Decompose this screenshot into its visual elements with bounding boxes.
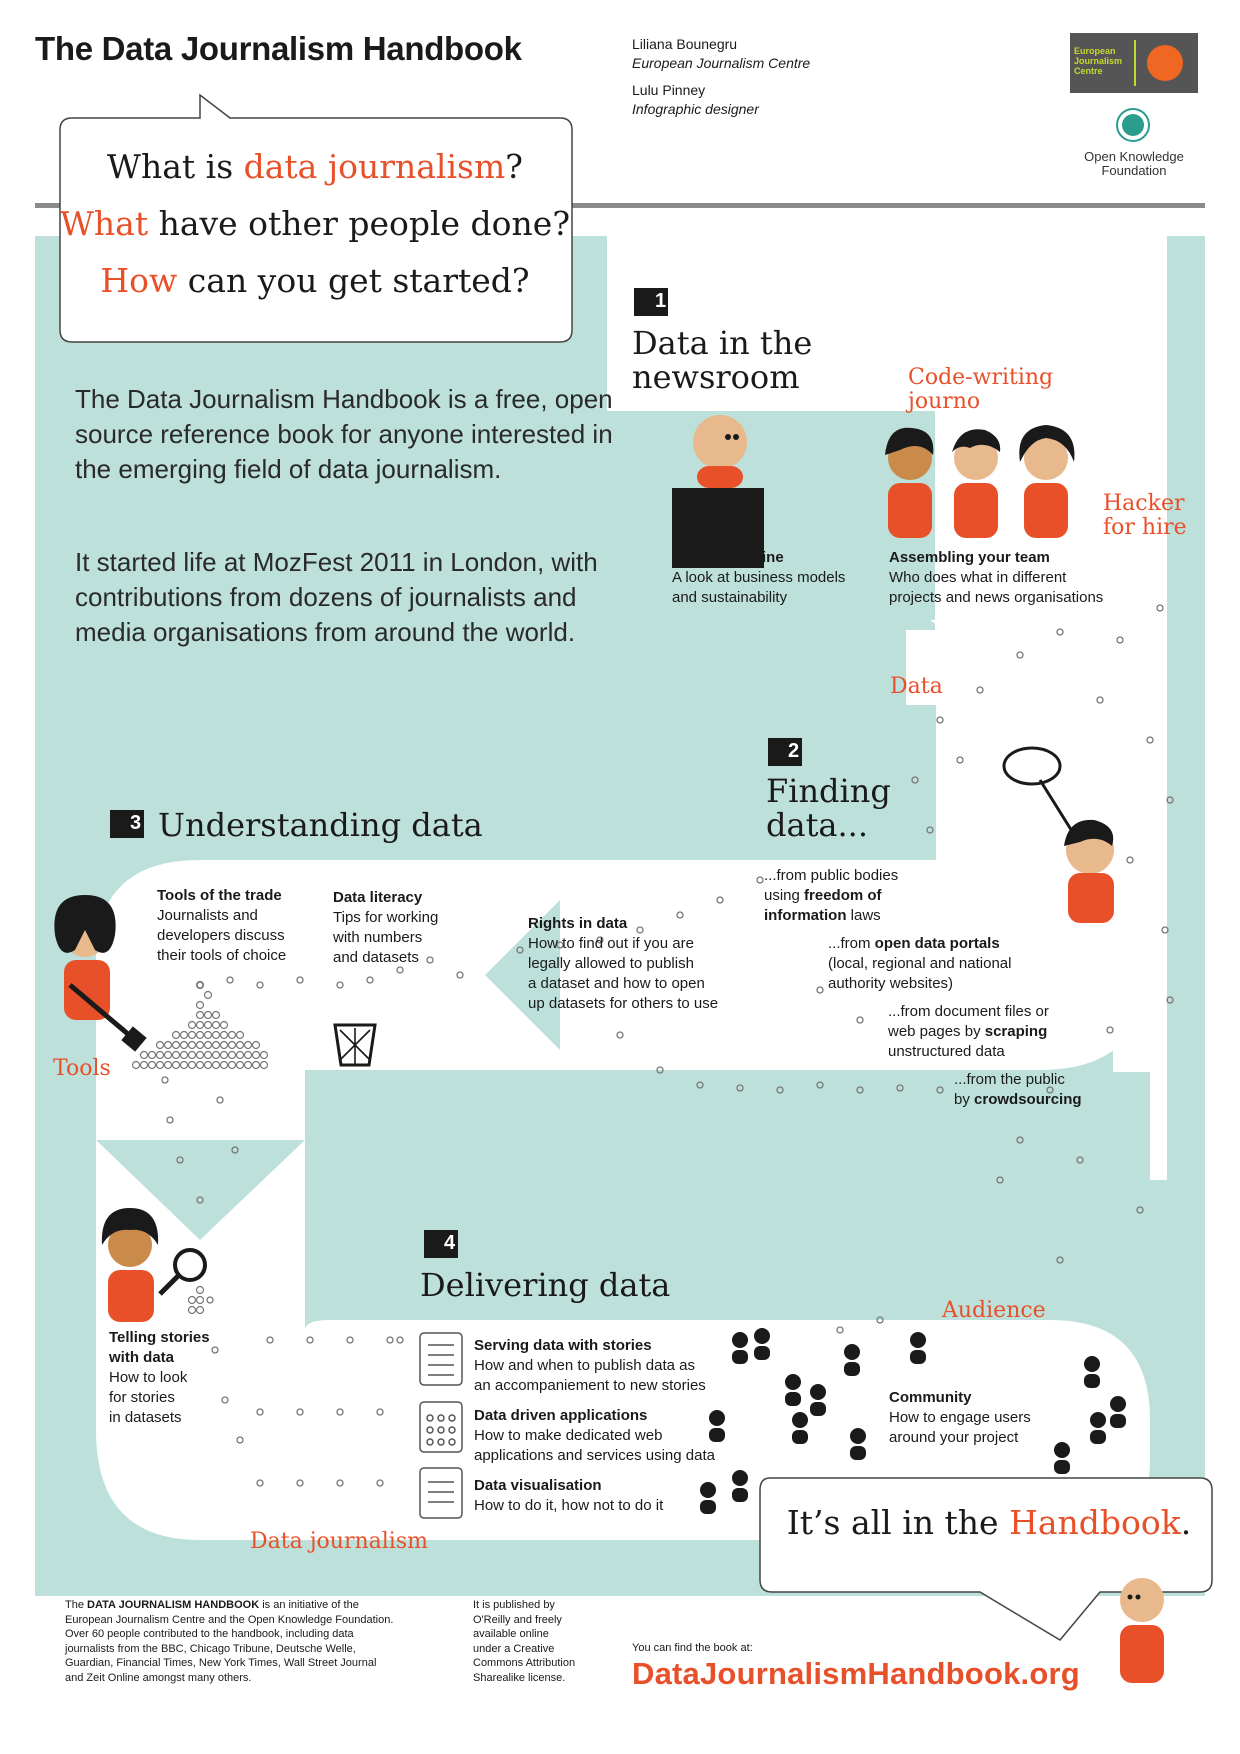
footer-band bbox=[35, 1596, 1205, 1726]
author2-name: Lulu Pinney bbox=[632, 82, 706, 98]
block-team: Assembling your team Who does what in di… bbox=[889, 549, 1104, 606]
section1-number: 1 bbox=[655, 290, 667, 312]
intro-paragraph-2: It started life at MozFest 2011 in Londo… bbox=[75, 547, 598, 647]
label-tools: Tools bbox=[53, 1056, 111, 1081]
tools-figure bbox=[54, 895, 147, 1052]
book-icons bbox=[110, 288, 802, 1258]
label-data: Data bbox=[890, 674, 943, 699]
section3-number: 3 bbox=[130, 812, 142, 834]
label-data-journalism: Data journalism bbox=[250, 1529, 428, 1554]
section4-title: Delivering data bbox=[420, 1266, 671, 1304]
author1-role: European Journalism Centre bbox=[632, 55, 811, 71]
section1-title: Data in the newsroom bbox=[632, 324, 813, 396]
block-scraping: ...from document files or web pages by s… bbox=[888, 1003, 1049, 1060]
block-serving: Serving data with stories How and when t… bbox=[474, 1337, 706, 1394]
block-foi: ...from public bodies using freedom of i… bbox=[764, 867, 899, 924]
header-divider bbox=[35, 203, 1205, 208]
footer-col1: The DATA JOURNALISM HANDBOOK is an initi… bbox=[65, 1599, 394, 1684]
block-rights: Rights in data How to find out if you ar… bbox=[528, 915, 719, 1012]
handbook-bubble bbox=[759, 1477, 1213, 1641]
block-telling-stories: Telling stories with data How to look fo… bbox=[109, 1329, 210, 1426]
label-hacker: Hacker for hire bbox=[1103, 491, 1187, 540]
inner-teal-block bbox=[305, 1072, 1150, 1317]
basket-icon bbox=[333, 1023, 377, 1067]
block-community: Community How to engage users around you… bbox=[889, 1389, 1031, 1446]
section2-header-band bbox=[738, 705, 936, 860]
okf-logo-text: Open Knowledge Foundation bbox=[1084, 149, 1184, 178]
data-pile bbox=[131, 980, 269, 1315]
block-portals: ...from open data portals (local, region… bbox=[828, 935, 1012, 992]
author-credits: Liliana Bounegru European Journalism Cen… bbox=[632, 35, 810, 119]
intro-paragraph-1: The Data Journalism Handbook is a free, … bbox=[75, 384, 613, 484]
question-bubble bbox=[59, 93, 573, 343]
page-title: The Data Journalism Handbook bbox=[35, 30, 522, 67]
section3-title: Understanding data bbox=[158, 806, 483, 844]
net-figure bbox=[1002, 746, 1114, 923]
label-audience: Audience bbox=[942, 1298, 1046, 1323]
author2-role: Infographic designer bbox=[632, 101, 759, 117]
magnifier-figure bbox=[101, 1208, 207, 1322]
audience-figures bbox=[700, 1328, 1126, 1514]
block-tools: Tools of the trade Journalists and devel… bbox=[157, 887, 287, 964]
footer-col2: It is published by O'Reilly and freely a… bbox=[473, 1599, 576, 1684]
questions-block: What is data journalism? What have other… bbox=[59, 147, 571, 300]
handbook-url-link[interactable]: DataJournalismHandbook.org bbox=[632, 1656, 1080, 1691]
label-code-writing: Code-writing journo bbox=[908, 365, 1054, 414]
ejc-logo-text: European Journalism Centre bbox=[1074, 46, 1123, 76]
block-apps: Data driven applications How to make ded… bbox=[474, 1407, 715, 1464]
path-main bbox=[96, 410, 1150, 1540]
block-crowdsourcing: ...from the public by crowdsourcing bbox=[954, 1071, 1082, 1108]
author1-name: Liliana Bounegru bbox=[632, 36, 738, 52]
delivering-icons bbox=[419, 1332, 463, 1519]
section2-number: 2 bbox=[788, 740, 800, 762]
section2-title: Finding data... bbox=[766, 772, 891, 844]
team-figures bbox=[885, 425, 1075, 538]
footer-find-label: You can find the book at: bbox=[632, 1642, 753, 1654]
block-literacy: Data literacy Tips for working with numb… bbox=[333, 889, 439, 966]
dotted-trail bbox=[161, 604, 1174, 1487]
section4-number: 4 bbox=[444, 1232, 456, 1254]
block-bottom-line: The bottom line A look at business model… bbox=[672, 549, 846, 606]
bottom-line-figure bbox=[672, 415, 764, 568]
okf-logo bbox=[1116, 108, 1150, 142]
section1-header-band bbox=[607, 236, 942, 411]
handbook-callout: It’s all in the Handbook. bbox=[786, 1503, 1192, 1542]
block-visualisation: Data visualisation How to do it, how not… bbox=[474, 1477, 664, 1514]
ejc-logo bbox=[1070, 33, 1198, 93]
handbook-person bbox=[1120, 1578, 1164, 1683]
